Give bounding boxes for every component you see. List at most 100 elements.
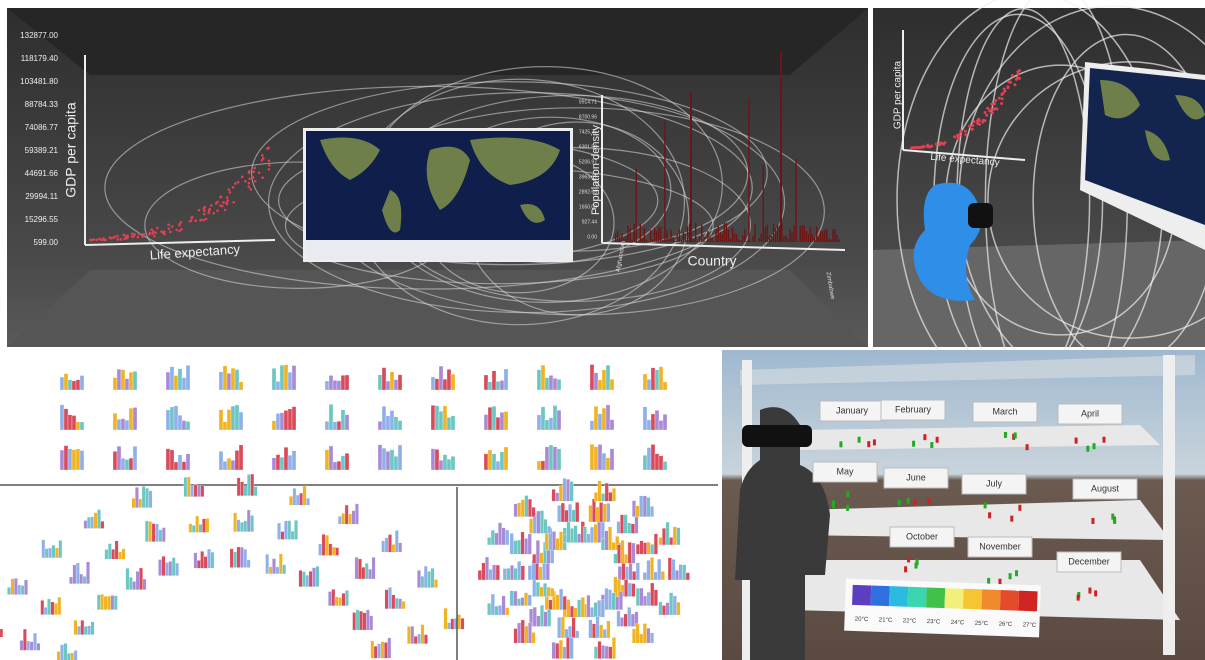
bar: [703, 236, 705, 242]
glyph-bar: [66, 653, 71, 660]
glyph-bar: [566, 599, 571, 618]
glyph-bar: [165, 409, 171, 431]
plan-marker: [1088, 587, 1092, 594]
scatter-points: [910, 69, 1022, 150]
glyph-bar: [634, 515, 639, 534]
bar: [621, 233, 623, 242]
y-tick-label: 599.00: [34, 238, 59, 247]
glyph-bar: [230, 367, 236, 391]
bar: [748, 98, 750, 242]
point: [267, 168, 271, 171]
glyph-bar: [132, 446, 138, 471]
point: [257, 171, 261, 174]
bar: [766, 224, 769, 242]
plan-marker: [1008, 573, 1012, 580]
glyph-bar: [556, 410, 562, 431]
axis-label: Country: [687, 253, 736, 269]
glyph-bar: [341, 593, 346, 607]
glyph-bar: [555, 594, 560, 611]
glyph-bar: [202, 518, 206, 533]
link: [250, 81, 768, 266]
glyph-bar: [340, 455, 346, 471]
point: [126, 234, 130, 238]
glyph-bar: [243, 520, 248, 532]
glyph-bar: [351, 510, 356, 525]
glyph-bar: [283, 447, 289, 471]
point: [119, 238, 122, 241]
glyph-bar: [413, 636, 418, 645]
glyph-bar: [97, 509, 101, 529]
point: [989, 108, 993, 112]
point: [156, 226, 159, 230]
glyph-bar: [291, 406, 297, 431]
glyph-bar: [169, 449, 175, 471]
glyph-bar: [450, 618, 455, 630]
glyph-bar: [577, 599, 582, 618]
avatar-head: [913, 182, 982, 301]
axis-label: GDP per capita: [893, 60, 904, 129]
glyph-bar: [275, 413, 281, 431]
glyph-bar: [389, 371, 395, 391]
point: [247, 185, 251, 189]
glyph-bar: [389, 449, 395, 471]
month-label: October: [906, 531, 938, 541]
point: [163, 232, 166, 236]
glyph-bar: [265, 554, 270, 575]
glyph-bar: [397, 420, 403, 431]
glyph-bar: [552, 378, 558, 391]
glyph-bar: [128, 407, 134, 431]
glyph-bar: [51, 544, 56, 559]
glyph-bar: [570, 528, 574, 543]
glyph-bar: [650, 557, 654, 581]
glyph-bar: [335, 547, 340, 556]
plan-marker: [867, 441, 871, 448]
glyph-bar: [218, 371, 224, 391]
month-card: [967, 536, 1033, 558]
glyph-bar: [173, 375, 179, 391]
y-tick-label: 5206.97: [579, 159, 597, 165]
glyph-bar: [665, 602, 670, 616]
glyph-bar: [233, 551, 237, 568]
point: [170, 225, 174, 228]
glyph-bar: [250, 515, 254, 532]
glyph-bar: [324, 380, 330, 391]
point: [150, 228, 153, 231]
point: [968, 124, 972, 128]
point: [943, 141, 947, 145]
plan-marker: [913, 499, 917, 506]
y-tick-label: 15296.55: [25, 215, 59, 224]
glyph-bar: [385, 451, 391, 471]
bar: [658, 226, 660, 242]
glyph-bar: [608, 589, 613, 611]
glyph-bar: [430, 568, 435, 588]
glyph-bar: [547, 609, 552, 627]
legend-swatch: [870, 585, 890, 607]
category-label: Zimbabwe: [824, 272, 835, 301]
bar: [653, 227, 656, 242]
point: [204, 217, 208, 221]
glyph-bar: [609, 379, 615, 391]
glyph-bar: [558, 639, 563, 659]
bar: [682, 231, 685, 242]
glyph-bar: [630, 613, 635, 627]
glyph-bar: [646, 627, 651, 644]
glyph-bar: [620, 540, 625, 564]
glyph-bar: [0, 628, 4, 638]
glyph-bar: [128, 372, 134, 391]
glyph-bar: [611, 592, 616, 611]
glyph-bar: [593, 646, 598, 659]
glyph-bar: [434, 378, 440, 391]
bar: [711, 237, 713, 242]
glyph-bar: [586, 533, 591, 543]
glyph-bar: [446, 459, 452, 471]
glyph-bar: [29, 641, 34, 651]
glyph-bar: [246, 509, 251, 532]
bar: [668, 237, 670, 242]
glyph-bar: [377, 374, 383, 391]
glyph-bar: [506, 568, 511, 581]
glyph-bar: [302, 485, 307, 506]
glyph-bar: [155, 523, 159, 542]
point: [1010, 74, 1014, 78]
legend-label: 22°C: [903, 618, 917, 624]
glyph-bar: [14, 578, 18, 595]
